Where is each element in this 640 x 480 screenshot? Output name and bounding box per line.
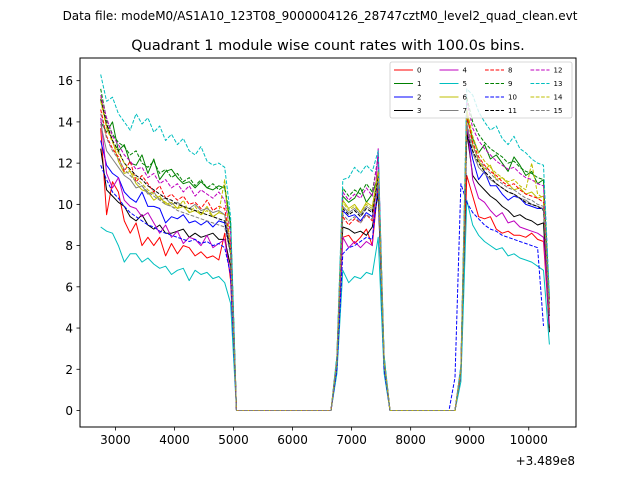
data-file-suptitle: Data file: modeM0/AS1A10_123T08_90000041… (63, 9, 578, 23)
legend-label-13: 13 (554, 80, 563, 88)
legend-label-10: 10 (508, 94, 517, 102)
x-axis: 3000 4000 5000 6000 7000 8000 9000 10000 (100, 427, 548, 447)
series-line-11 (100, 99, 550, 411)
legend-label-3: 3 (417, 107, 421, 115)
legend-label-12: 12 (554, 67, 563, 75)
legend-label-2: 2 (417, 94, 421, 102)
x-tick-label: 3000 (100, 433, 131, 447)
legend-label-7: 7 (463, 107, 467, 115)
y-tick-label: 6 (65, 280, 73, 294)
x-axis-offset-label: +3.489e8 (516, 454, 575, 468)
x-tick-label: 6000 (277, 433, 308, 447)
legend-box (389, 61, 573, 119)
legend-label-1: 1 (417, 80, 421, 88)
legend-label-9: 9 (508, 80, 512, 88)
legend-label-14: 14 (554, 94, 563, 102)
legend-label-4: 4 (463, 67, 468, 75)
chart-title: Quadrant 1 module wise count rates with … (131, 38, 525, 54)
y-tick-label: 12 (58, 157, 73, 171)
x-tick-label: 8000 (395, 433, 426, 447)
x-tick-label: 10000 (510, 433, 548, 447)
y-tick-label: 4 (65, 322, 73, 336)
axes-frame (79, 57, 577, 428)
y-tick-label: 10 (58, 198, 73, 212)
series-layer (100, 74, 550, 411)
y-tick-label: 16 (58, 74, 73, 88)
series-line-10 (100, 165, 544, 411)
y-tick-label: 0 (65, 404, 73, 418)
x-tick-label: 7000 (336, 433, 367, 447)
legend-label-6: 6 (463, 94, 468, 102)
legend-label-8: 8 (508, 67, 512, 75)
series-line-15 (100, 113, 550, 411)
y-tick-label: 2 (65, 363, 73, 377)
plot-area: 3000 4000 5000 6000 7000 8000 9000 10000 0 2 4 6 8 1… (58, 57, 577, 447)
legend-label-15: 15 (554, 107, 563, 115)
legend-label-5: 5 (463, 80, 467, 88)
x-tick-label: 4000 (159, 433, 190, 447)
y-tick-label: 14 (58, 115, 73, 129)
y-axis: 0 2 4 6 8 10 12 14 16 (58, 74, 80, 418)
legend-label-0: 0 (417, 67, 421, 75)
legend-label-11: 11 (508, 107, 517, 115)
x-tick-label: 5000 (218, 433, 249, 447)
y-tick-label: 8 (65, 239, 73, 253)
x-tick-label: 9000 (454, 433, 485, 447)
